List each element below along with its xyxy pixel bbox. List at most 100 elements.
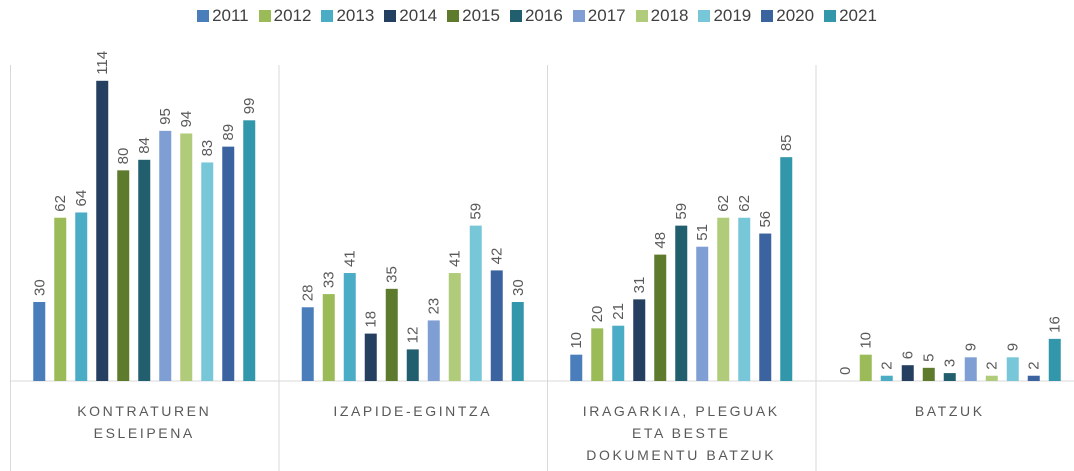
legend-item: 2012 xyxy=(258,6,312,26)
legend-label: 2018 xyxy=(650,6,689,25)
legend-swatch xyxy=(509,10,522,22)
value-label: 2 xyxy=(984,361,1001,369)
legend-item: 2018 xyxy=(635,6,689,26)
value-label: 89 xyxy=(220,124,237,141)
value-label: 23 xyxy=(426,298,443,315)
bar xyxy=(1048,338,1061,381)
value-label: 99 xyxy=(241,98,258,115)
bar xyxy=(343,273,356,381)
bar xyxy=(138,159,151,381)
bar xyxy=(75,212,88,381)
bar xyxy=(490,270,503,381)
value-label: 85 xyxy=(778,134,795,151)
bar xyxy=(117,170,130,381)
legend-item: 2016 xyxy=(509,6,563,26)
legend-swatch xyxy=(384,10,397,22)
value-label: 9 xyxy=(963,343,980,351)
value-label: 31 xyxy=(631,277,648,294)
value-label: 41 xyxy=(342,250,359,267)
value-label: 51 xyxy=(694,224,711,241)
value-label: 10 xyxy=(568,332,585,349)
value-label: 2 xyxy=(879,361,896,369)
value-label: 41 xyxy=(447,250,464,267)
bar xyxy=(448,273,461,381)
bar xyxy=(385,288,398,381)
bar xyxy=(427,320,440,381)
x-tick-label: BATZUK xyxy=(914,403,985,419)
bar xyxy=(1006,357,1019,381)
legend-item: 2011 xyxy=(197,6,249,26)
value-label: 64 xyxy=(73,190,90,207)
value-label: 16 xyxy=(1047,316,1064,333)
bar xyxy=(469,225,482,381)
value-label: 80 xyxy=(115,148,132,165)
legend-swatch xyxy=(572,10,585,22)
legend-label: 2016 xyxy=(524,6,563,25)
legend-swatch xyxy=(321,10,334,22)
bar xyxy=(880,375,893,381)
bar xyxy=(243,120,256,382)
legend-swatch xyxy=(635,10,648,22)
bar xyxy=(964,357,977,381)
legend-label: 2017 xyxy=(587,6,626,25)
value-label: 42 xyxy=(489,248,506,265)
legend-label: 2021 xyxy=(839,6,877,25)
legend-swatch xyxy=(761,10,774,22)
bar xyxy=(696,246,709,381)
value-label: 12 xyxy=(405,327,422,344)
value-label: 6 xyxy=(900,351,917,359)
bar xyxy=(675,225,688,381)
legend-item: 2017 xyxy=(572,6,626,26)
legend-item: 2015 xyxy=(447,6,500,26)
value-label: 114 xyxy=(94,51,111,75)
legend-item: 2019 xyxy=(698,6,751,26)
bar xyxy=(985,375,998,381)
bar xyxy=(633,299,646,381)
value-label: 28 xyxy=(300,285,317,302)
bar xyxy=(180,133,193,381)
bar xyxy=(738,217,751,381)
value-label: 0 xyxy=(837,367,854,375)
legend-item: 2013 xyxy=(321,6,374,26)
value-label: 20 xyxy=(589,306,606,323)
legend-label: 2012 xyxy=(273,6,312,25)
value-label: 62 xyxy=(52,195,69,212)
legend-label: 2015 xyxy=(462,6,500,25)
value-label: 30 xyxy=(510,279,527,296)
value-label: 59 xyxy=(468,203,485,220)
bar xyxy=(322,294,335,381)
value-label: 94 xyxy=(178,111,195,128)
value-label: 84 xyxy=(136,137,153,154)
legend-item: 2014 xyxy=(384,6,437,26)
bar xyxy=(901,365,914,381)
legend-label: 2014 xyxy=(399,6,438,25)
value-label: 21 xyxy=(610,303,627,320)
value-label: 2 xyxy=(1026,361,1043,369)
legend-swatch xyxy=(824,10,837,22)
bar xyxy=(780,157,793,381)
bar xyxy=(159,130,172,381)
legend-label: 2013 xyxy=(336,6,375,25)
bar xyxy=(301,307,314,381)
bar xyxy=(54,217,67,381)
legend-label: 2011 xyxy=(212,6,249,25)
value-label: 35 xyxy=(384,266,401,283)
value-label: 30 xyxy=(31,279,48,296)
legend-label: 2020 xyxy=(776,6,815,25)
bar xyxy=(922,367,935,381)
bar xyxy=(222,146,235,381)
value-label: 48 xyxy=(652,232,669,249)
bar xyxy=(201,162,214,381)
bar xyxy=(511,302,524,381)
legend-label: 2019 xyxy=(713,6,752,25)
bar xyxy=(591,328,604,381)
x-tick-label: IZAPIDE-EGINTZA xyxy=(333,403,493,419)
x-tick-label: KONTRATUREN ESLEIPENA xyxy=(77,403,212,441)
value-label: 59 xyxy=(673,203,690,220)
bar xyxy=(96,80,109,382)
bar xyxy=(364,333,377,381)
legend-swatch xyxy=(258,10,271,22)
value-label: 62 xyxy=(736,195,753,212)
